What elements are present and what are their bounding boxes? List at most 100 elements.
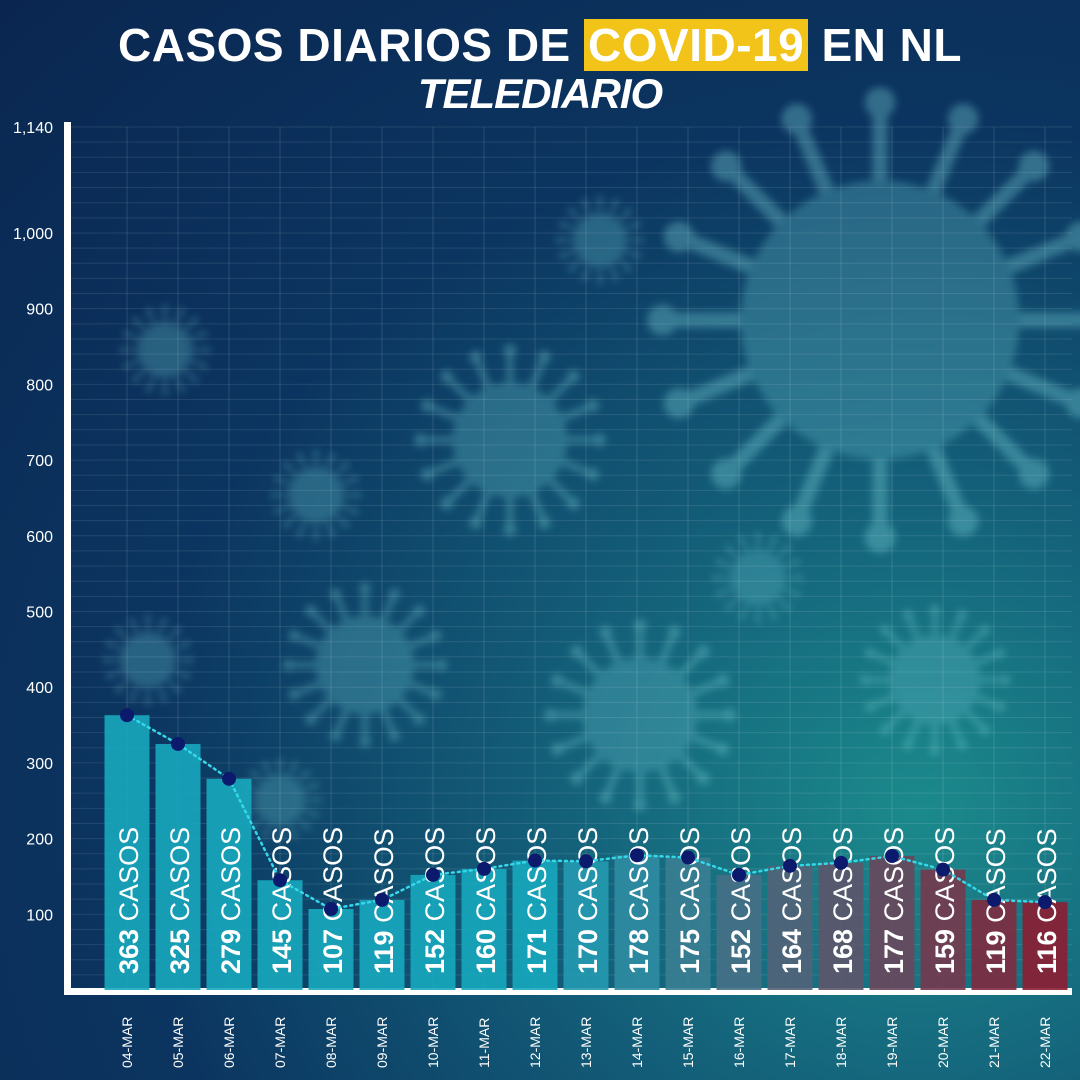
bar-value-number: 107 bbox=[318, 929, 348, 974]
virus-spike-tip bbox=[781, 103, 813, 135]
bar-value-suffix: CASOS bbox=[675, 827, 705, 929]
virus-spike-tip bbox=[637, 237, 644, 243]
virus-spike-tip bbox=[288, 630, 300, 642]
virus-spike-tip bbox=[567, 497, 580, 510]
x-tick-label: 17-MAR bbox=[782, 1017, 798, 1068]
virus-spike bbox=[964, 629, 986, 651]
virus-spike-tip bbox=[771, 614, 778, 621]
virus-body bbox=[889, 634, 981, 726]
virus-spike-tip bbox=[537, 350, 551, 364]
virus-spike-tip bbox=[430, 688, 442, 700]
virus-spike-tip bbox=[304, 769, 311, 776]
bar-value-number: 152 bbox=[726, 929, 756, 974]
bar-value-suffix: CASOS bbox=[573, 827, 603, 929]
bar bbox=[767, 865, 813, 990]
virus-spike-tip bbox=[413, 713, 425, 725]
virus-spike bbox=[677, 752, 705, 780]
virus-spike-tip bbox=[503, 523, 517, 536]
virus-spike bbox=[906, 719, 921, 745]
virus-spike-tip bbox=[556, 237, 563, 243]
virus-icon bbox=[270, 449, 362, 541]
virus-spike bbox=[740, 539, 750, 555]
bar bbox=[920, 869, 966, 990]
virus-spike-tip bbox=[559, 252, 566, 259]
virus-spike bbox=[583, 202, 592, 217]
virus-spike bbox=[617, 210, 630, 223]
virus-spike bbox=[528, 357, 547, 390]
virus-spike-tip bbox=[634, 221, 641, 228]
virus-spike bbox=[791, 442, 836, 520]
virus-spike bbox=[445, 375, 473, 403]
virus-spike bbox=[924, 442, 969, 520]
virus-spike bbox=[408, 680, 436, 697]
virus-spike-tip bbox=[420, 399, 434, 413]
virus-spike-tip bbox=[550, 674, 564, 688]
virus-spike-tip bbox=[296, 452, 303, 459]
virus-spike-tip bbox=[930, 604, 940, 615]
virus-icon bbox=[102, 614, 194, 706]
virus-spike bbox=[781, 586, 797, 596]
virus-spike bbox=[333, 464, 347, 478]
virus-spike-tip bbox=[738, 535, 745, 542]
bar-value-label: 152 CASOS bbox=[726, 827, 756, 974]
virus-spike-tip bbox=[115, 686, 122, 693]
data-point-marker bbox=[375, 892, 389, 907]
virus-spike bbox=[188, 358, 204, 368]
virus-spike bbox=[575, 650, 603, 678]
bar-value-number: 170 bbox=[573, 929, 603, 974]
bar-value-suffix: CASOS bbox=[624, 827, 654, 929]
virus-spike bbox=[298, 456, 308, 472]
virus-spike-tip bbox=[568, 208, 575, 215]
virus-spike bbox=[408, 633, 436, 650]
virus-spike bbox=[781, 560, 797, 570]
bar-value-label: 160 CASOS bbox=[471, 827, 501, 974]
virus-spike bbox=[171, 668, 187, 678]
virus-spike-tip bbox=[633, 619, 647, 632]
bar-value-suffix: CASOS bbox=[1032, 828, 1062, 930]
virus-spike-tip bbox=[145, 699, 151, 706]
bar-value-number: 168 bbox=[828, 929, 858, 974]
virus-spike-tip bbox=[420, 467, 434, 481]
virus-spike-tip bbox=[312, 782, 319, 789]
virus-spike bbox=[562, 248, 577, 257]
virus-spike-tip bbox=[305, 605, 317, 617]
virus-spike bbox=[557, 733, 590, 752]
virus-spike bbox=[970, 410, 1036, 476]
virus-spike bbox=[147, 311, 157, 327]
virus-spike-tip bbox=[262, 832, 269, 839]
virus-spike bbox=[974, 651, 1000, 666]
virus-spike bbox=[949, 719, 964, 745]
x-tick-label: 18-MAR bbox=[833, 1017, 849, 1068]
data-point-marker bbox=[630, 848, 644, 863]
virus-spike bbox=[339, 503, 355, 513]
data-point-marker bbox=[222, 771, 236, 786]
virus-spike bbox=[445, 477, 473, 505]
virus-spike-tip bbox=[329, 531, 336, 538]
virus-spike bbox=[724, 164, 790, 230]
virus-spike bbox=[285, 512, 299, 526]
virus-spike bbox=[766, 601, 776, 617]
virus-spike-tip bbox=[330, 588, 342, 600]
virus-spike-tip bbox=[187, 657, 194, 663]
virus-spike-tip bbox=[612, 199, 619, 206]
virus-spike bbox=[134, 367, 148, 381]
virus-spike bbox=[775, 547, 789, 561]
virus-spike-tip bbox=[1065, 221, 1080, 252]
bar-value-suffix: CASOS bbox=[777, 827, 807, 929]
data-point-marker bbox=[987, 892, 1001, 907]
virus-spike bbox=[126, 358, 142, 368]
virus-spike-tip bbox=[201, 363, 208, 370]
virus-spike-tip bbox=[625, 208, 632, 215]
virus-spike bbox=[658, 632, 677, 665]
virus-spike-tip bbox=[436, 659, 448, 671]
virus-spike-tip bbox=[755, 532, 761, 539]
virus-spike bbox=[294, 633, 322, 650]
virus-spike-tip bbox=[178, 386, 185, 393]
virus-spike-tip bbox=[797, 575, 804, 581]
virus-spike bbox=[333, 594, 350, 622]
bar-value-number: 178 bbox=[624, 929, 654, 974]
bar-value-suffix: CASOS bbox=[522, 827, 552, 929]
virus-spike bbox=[884, 629, 906, 651]
virus-spike bbox=[528, 490, 547, 523]
